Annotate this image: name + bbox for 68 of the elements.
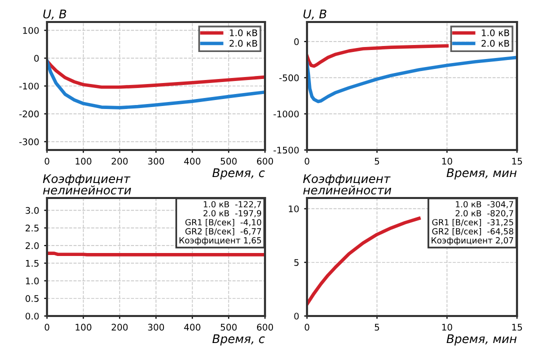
line-series [47,59,265,110]
annotation: GR2 [В/сек] -64,58 [432,228,514,236]
annotation: GR2 [В/сек] -6,77 [185,228,262,236]
annotation: 2.0 кВ -820,7 [456,210,514,218]
y-tick-label: 0.0 [26,312,39,320]
line-series [307,216,421,306]
line-series [307,56,517,104]
annotation: 2.0 кВ -197,9 [204,210,262,218]
y-tick-label: 5 [294,259,299,266]
y-tick-label: -300 [19,138,39,146]
x-tick-label: 0 [304,158,310,165]
y-tick-label: 1.5 [26,260,39,267]
x-axis-title: Время, мин [446,168,517,180]
x-tick-label: 500 [220,324,237,331]
x-tick-label: 300 [148,324,164,331]
x-tick-label: 200 [112,158,128,165]
x-axis-title: Время, мин [446,334,517,346]
x-tick-label: 15 [512,324,522,331]
annotation: Коэффициент 2,07 [432,237,514,246]
y-tick-label: -1500 [274,146,299,154]
y-tick-label: 100 [23,27,39,34]
annotation: 1.0 кВ -304,7 [456,201,514,208]
annotation: 1.0 кВ -122,7 [204,201,262,208]
x-tick-label: 400 [184,324,200,331]
y-axis-title: Коэффициент нелинейности [303,174,392,195]
x-tick-label: 15 [512,158,522,165]
x-tick-label: 0 [44,324,50,331]
legend-label: 2.0 кВ [482,40,510,47]
y-tick-label: -200 [19,110,39,118]
legend-label: 1.0 кВ [482,29,510,36]
y-tick-label: 3.0 [26,207,39,214]
y-tick-label: 0 [294,312,299,320]
annotation: GR1 [В/сек] -31,25 [432,218,514,226]
y-tick-label: 0 [34,54,39,62]
x-tick-label: 10 [442,324,452,331]
x-tick-label: 5 [374,324,380,331]
x-tick-label: 600 [257,158,274,165]
y-axis-title: U, В [43,10,66,20]
x-tick-label: 400 [184,158,200,165]
x-tick-label: 300 [148,158,164,165]
x-tick-label: 600 [257,324,274,331]
y-tick-label: 0 [294,38,299,46]
y-axis-title: Коэффициент нелинейности [42,174,132,195]
annotation: GR1 [В/сек] -4,10 [185,218,262,226]
line-series [47,59,265,89]
y-tick-label: 10 [288,205,299,212]
annotation: Коэффициент 1,65 [180,237,261,246]
x-tick-label: 100 [76,324,92,331]
y-tick-label: 2.5 [26,224,39,232]
legend-label: 1.0 кВ [230,29,258,36]
y-tick-label: 0.5 [26,295,39,302]
x-axis-title: Время, с [212,168,265,180]
x-tick-label: 500 [220,158,237,165]
y-tick-label: -100 [19,82,39,90]
x-axis-title: Время, с [212,334,265,346]
x-tick-label: 5 [374,158,380,165]
y-tick-label: 1.0 [26,278,39,284]
y-tick-label: 2.0 [26,242,39,250]
y-axis-title: U, В [303,10,326,20]
y-tick-label: -500 [279,74,299,82]
x-tick-label: 0 [44,158,50,165]
x-tick-label: 10 [442,158,452,165]
x-tick-label: 200 [112,324,128,331]
line-series [307,44,449,68]
x-tick-label: 0 [304,324,310,331]
y-tick-label: -1000 [274,110,299,118]
x-tick-label: 100 [76,158,92,165]
legend-label: 2.0 кВ [230,40,258,47]
